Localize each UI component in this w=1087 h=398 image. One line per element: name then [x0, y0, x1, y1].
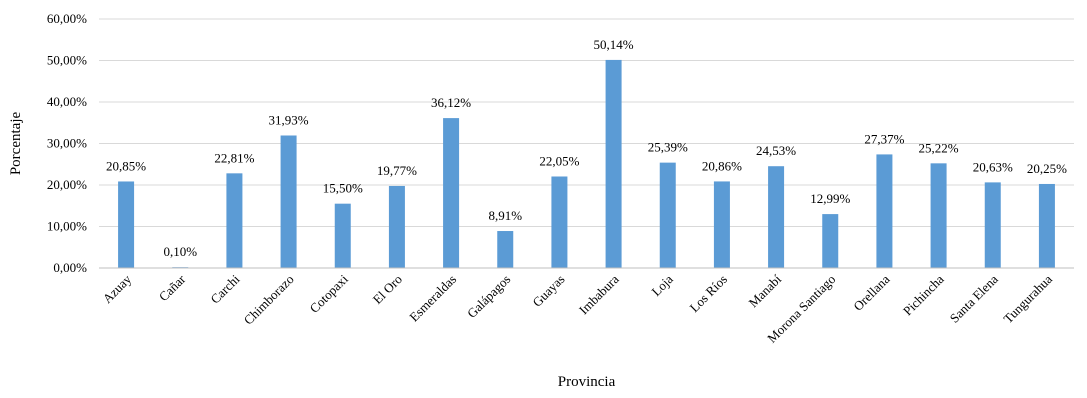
data-label: 8,91%	[488, 208, 522, 223]
bar	[551, 176, 568, 268]
data-label: 22,81%	[214, 150, 254, 165]
x-tick-label: Pichincha	[900, 271, 947, 318]
x-tick-label: Cañar	[156, 271, 189, 304]
data-labels: 20,85% 0,10% 22,81% 31,93% 15,50% 19,77% 36,12…	[106, 37, 1067, 259]
grid-lines	[99, 18, 1074, 227]
x-axis-title: Provincia	[558, 374, 616, 390]
x-tick-label: El Oro	[370, 272, 405, 307]
bar	[930, 163, 947, 268]
x-tick-label: Galápagos	[464, 272, 513, 321]
bar	[768, 166, 785, 268]
bar	[118, 181, 135, 268]
y-tick-label: 60,00%	[47, 11, 87, 26]
x-tick-label: Santa Elena	[947, 271, 1001, 325]
data-label: 15,50%	[323, 181, 363, 196]
bar	[605, 59, 622, 268]
bars	[118, 59, 1055, 269]
data-label: 25,22%	[919, 140, 959, 155]
y-axis-title: Porcentaje	[8, 112, 24, 176]
x-tick-label: Chimborazo	[241, 272, 297, 328]
data-label: 20,63%	[973, 159, 1013, 174]
y-tick-label: 50,00%	[47, 53, 87, 68]
bar	[443, 118, 460, 269]
data-label: 20,86%	[702, 158, 742, 173]
x-tick-label: Esmeraldas	[406, 272, 459, 325]
x-tick-label: Guayas	[529, 272, 567, 310]
bar	[822, 214, 839, 268]
data-label: 0,10%	[163, 244, 197, 259]
data-label: 22,05%	[539, 153, 579, 168]
y-tick-label: 40,00%	[47, 94, 87, 109]
data-label: 25,39%	[648, 140, 688, 155]
data-label: 24,53%	[756, 143, 796, 158]
x-tick-label: Imbabura	[576, 271, 622, 317]
data-label: 50,14%	[594, 37, 634, 52]
y-tick-label: 10,00%	[47, 219, 87, 234]
bar	[280, 135, 297, 268]
bar	[984, 182, 1001, 268]
x-tick-label: Tungurahua	[1000, 271, 1055, 326]
y-tick-label: 0,00%	[53, 260, 87, 275]
x-tick-label: Orellana	[850, 271, 892, 313]
data-label: 12,99%	[810, 191, 850, 206]
y-tick-label: 20,00%	[47, 177, 87, 192]
bar	[334, 203, 351, 268]
data-label: 20,25%	[1027, 161, 1067, 176]
bar	[713, 181, 730, 268]
data-label: 31,93%	[269, 112, 309, 127]
bar	[497, 231, 514, 268]
bar	[226, 173, 243, 268]
data-label: 20,85%	[106, 158, 146, 173]
data-label: 27,37%	[864, 131, 904, 146]
data-label: 19,77%	[377, 163, 417, 178]
x-tick-label: Manabí	[746, 271, 785, 310]
x-tick-label: Loja	[648, 271, 676, 299]
x-tick-label: Cotopaxi	[307, 271, 352, 316]
x-tick-label: Los Ríos	[686, 272, 730, 316]
y-tick-label: 30,00%	[47, 136, 87, 151]
data-label: 36,12%	[431, 95, 471, 110]
bar	[388, 185, 405, 268]
y-axis-tick-labels: 0,00% 10,00% 20,00% 30,00% 40,00% 50,00% 60,00…	[47, 11, 87, 275]
x-tick-label: Azuay	[100, 271, 135, 306]
bar	[659, 162, 676, 268]
x-tick-label: Carchi	[207, 271, 242, 306]
bar	[876, 154, 893, 268]
bar	[1038, 183, 1055, 268]
